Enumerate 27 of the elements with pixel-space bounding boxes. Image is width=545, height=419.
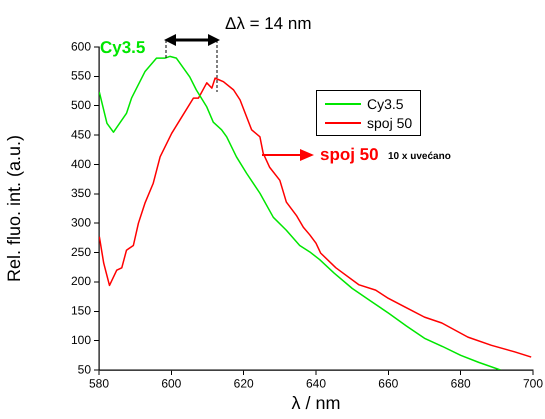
annotation: Cy3.5 (100, 38, 146, 58)
y-tick-label: 550 (70, 68, 92, 83)
y-tick-label: 150 (70, 304, 92, 318)
x-tick-label: 580 (88, 376, 110, 391)
annotation: spoj 50 (320, 145, 379, 165)
y-tick-label: 450 (70, 127, 92, 142)
y-tick-label: 100 (70, 332, 92, 347)
annotation: 10 x uvećano (388, 151, 451, 162)
legend-label: Cy3.5 (367, 96, 404, 112)
y-axis-title: Rel. fluo. int. (a.u.) (4, 134, 24, 282)
y-tick-label: 600 (70, 39, 92, 54)
text: Δλ = 14 nm (225, 14, 312, 34)
x-tick-label: 620 (234, 376, 254, 391)
y-tick-label: 200 (70, 274, 92, 288)
y-tick-label: 400 (70, 156, 92, 171)
x-tick-label: 640 (306, 376, 326, 391)
x-tick-label: 660 (378, 376, 399, 391)
x-tick-label: 680 (450, 376, 471, 391)
x-tick-label: 600 (161, 376, 182, 391)
y-tick-label: 300 (70, 215, 92, 230)
y-tick-label: 500 (70, 98, 92, 112)
y-tick-label: 250 (70, 244, 92, 259)
legend-label: spoj 50 (367, 114, 412, 130)
x-tick-label: 700 (522, 376, 544, 391)
y-tick-label: 50 (78, 362, 92, 376)
x-axis-title: λ / nm (291, 393, 340, 414)
y-tick-label: 350 (70, 186, 92, 200)
